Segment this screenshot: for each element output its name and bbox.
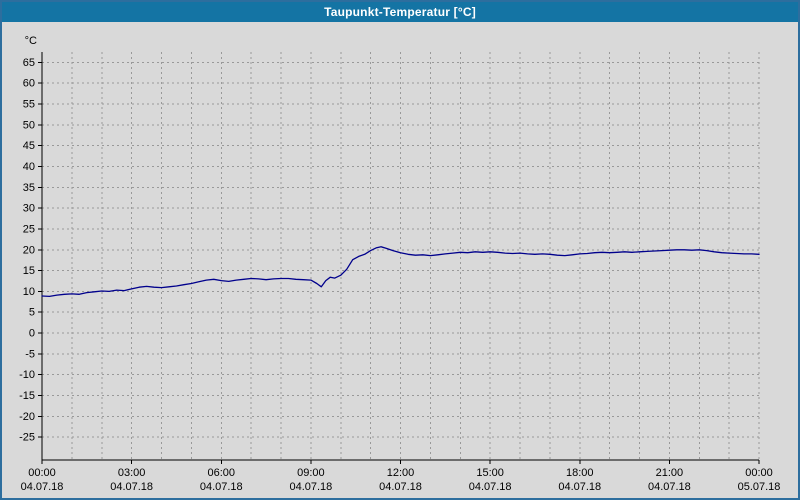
y-tick-label: 45 (23, 140, 35, 152)
y-tick-label: 15 (23, 265, 35, 277)
x-tick-date: 04.07.18 (379, 481, 422, 493)
y-tick-label: 5 (29, 307, 35, 319)
y-tick-label: -25 (19, 432, 35, 444)
y-tick-label: 25 (23, 223, 35, 235)
x-tick-time: 03:00 (118, 467, 146, 479)
y-tick-label: 10 (23, 286, 35, 298)
x-tick-date: 04.07.18 (469, 481, 512, 493)
x-tick-date: 04.07.18 (289, 481, 332, 493)
x-tick-date: 04.07.18 (648, 481, 691, 493)
y-tick-label: -20 (19, 411, 35, 423)
line-chart: 65605550454035302520151050-5-10-15-20-25… (19, 35, 781, 493)
window-title: Taupunkt-Temperatur [°C] (324, 5, 476, 19)
y-tick-label: 0 (29, 328, 35, 340)
y-tick-label: -10 (19, 369, 35, 381)
y-tick-label: 30 (23, 203, 35, 215)
x-tick-time: 12:00 (387, 467, 415, 479)
y-tick-label: -15 (19, 390, 35, 402)
x-tick-date: 05.07.18 (738, 481, 781, 493)
y-tick-label: 65 (23, 57, 35, 69)
y-tick-label: 60 (23, 78, 35, 90)
y-tick-label: 20 (23, 244, 35, 256)
y-tick-label: 40 (23, 161, 35, 173)
y-tick-label: -5 (25, 348, 35, 360)
x-tick-date: 04.07.18 (21, 481, 64, 493)
y-axis-unit: °C (25, 35, 37, 47)
x-tick-time: 00:00 (745, 467, 773, 479)
x-tick-time: 18:00 (566, 467, 594, 479)
x-tick-time: 09:00 (297, 467, 325, 479)
y-tick-label: 55 (23, 99, 35, 111)
window-titlebar: Taupunkt-Temperatur [°C] (2, 2, 798, 22)
x-tick-time: 00:00 (28, 467, 56, 479)
chart-area: 65 60 55 50 45 40 35 30 25 20 15 10 5 0 -5 -10 -15 -20 -25… (2, 22, 798, 498)
x-tick-date: 04.07.18 (558, 481, 601, 493)
x-tick-date: 04.07.18 (110, 481, 153, 493)
y-tick-label: 50 (23, 119, 35, 131)
x-tick-time: 15:00 (476, 467, 504, 479)
x-tick-date: 04.07.18 (200, 481, 243, 493)
x-tick-time: 06:00 (207, 467, 235, 479)
y-tick-label: 35 (23, 182, 35, 194)
x-tick-time: 21:00 (656, 467, 684, 479)
series-line-taupunkt-temperatur (41, 246, 760, 298)
